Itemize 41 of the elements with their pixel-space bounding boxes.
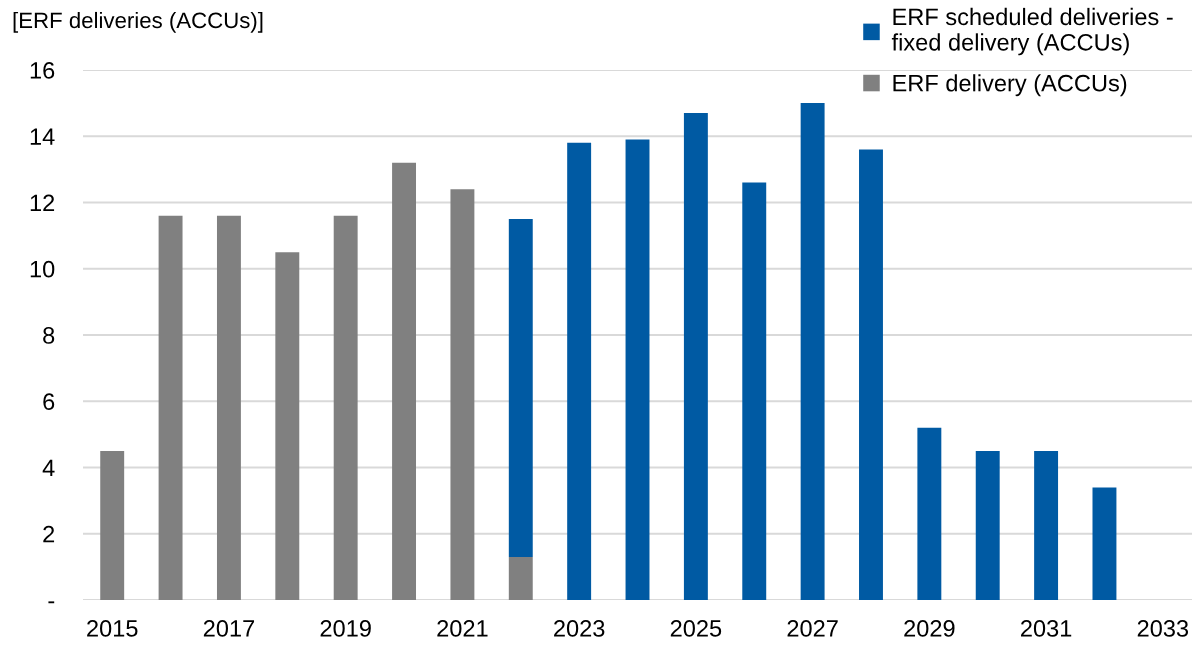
y-tick-label: 6 xyxy=(43,393,55,411)
y-tick-label: 10 xyxy=(30,260,55,278)
bar xyxy=(975,450,1000,601)
x-tick-label: 2015 xyxy=(87,620,138,637)
bar xyxy=(742,182,767,601)
bar xyxy=(625,139,650,601)
x-tick-label: 2025 xyxy=(670,620,722,637)
bar xyxy=(508,556,533,601)
y-tick-label: 8 xyxy=(43,327,55,344)
bar xyxy=(275,252,300,601)
y-tick-label: 16 xyxy=(30,62,55,79)
bar xyxy=(1034,450,1059,601)
bar xyxy=(800,103,825,601)
x-tick-label: 2023 xyxy=(554,620,605,637)
bar xyxy=(450,189,475,601)
legend-label: ERF scheduled deliveries - fixed delivery (ACCUs) xyxy=(891,7,1173,56)
x-tick-label: 2031 xyxy=(1021,620,1072,637)
x-tick-label: 2017 xyxy=(203,620,255,637)
bar xyxy=(1092,487,1117,601)
bar xyxy=(333,215,358,601)
x-tick-label: 2029 xyxy=(904,620,955,637)
x-tick-label: 2027 xyxy=(787,620,838,637)
bar xyxy=(567,142,592,601)
bar xyxy=(100,450,125,601)
bar xyxy=(158,215,183,601)
legend-label: ERF delivery (ACCUs) xyxy=(893,74,1127,97)
y-axis-title: [ERF deliveries (ACCUs)] xyxy=(13,11,263,33)
x-tick-label: 2033 xyxy=(1137,620,1189,637)
bar xyxy=(508,219,533,557)
bar xyxy=(859,149,883,601)
x-tick-label: 2021 xyxy=(437,620,488,637)
bar xyxy=(917,427,942,601)
x-tick-label: 2019 xyxy=(320,620,371,637)
y-tick-label: 2 xyxy=(43,525,55,543)
y-tick-label: 12 xyxy=(30,194,55,212)
y-tick-label: - xyxy=(48,601,55,604)
bar xyxy=(683,113,708,601)
y-tick-label: 14 xyxy=(30,128,55,145)
bar xyxy=(392,162,417,601)
bar xyxy=(216,215,241,601)
y-tick-label: 4 xyxy=(42,459,55,477)
